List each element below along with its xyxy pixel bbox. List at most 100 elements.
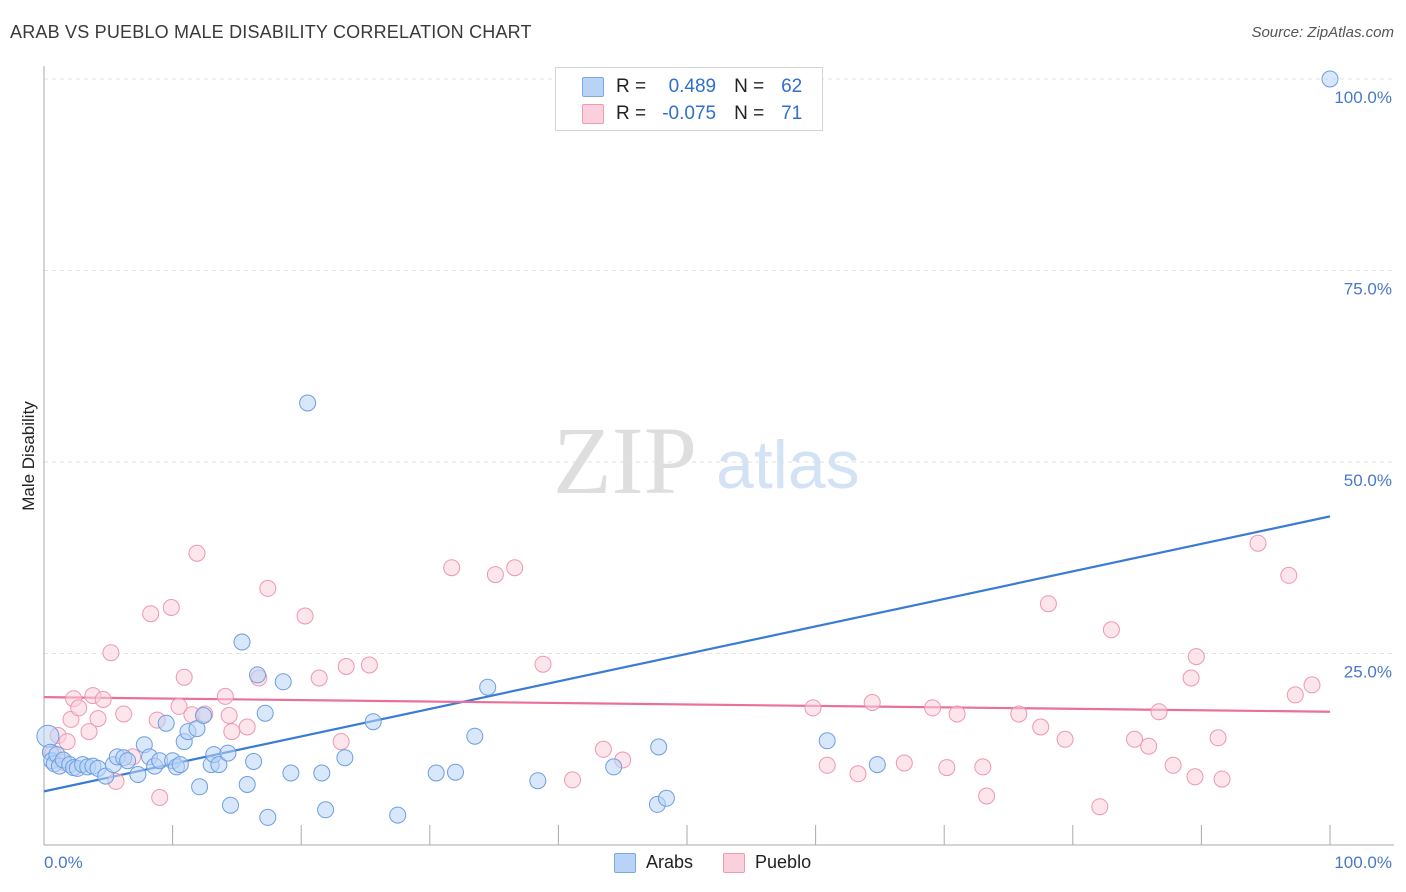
legend-n-label: N = [734,103,765,124]
data-point-arabs [818,732,836,750]
data-point-pueblo [94,691,112,708]
data-point-pueblo [170,697,188,715]
data-point-pueblo [70,699,88,717]
data-point-arabs [274,673,292,691]
data-point-arabs [256,704,274,722]
data-point-pueblo [938,759,956,777]
y-tick-label: 75.0% [1344,280,1392,299]
data-point-pueblo [310,669,328,687]
legend-label-pueblo: Pueblo [755,852,812,872]
data-point-arabs [195,707,212,724]
data-point-pueblo [1010,705,1028,723]
data-point-pueblo [259,579,277,597]
watermark-atlas: atlas [716,427,860,503]
data-point-arabs [299,394,317,412]
data-point-pueblo [1187,648,1205,666]
data-point-pueblo [1286,686,1304,704]
legend-item-pueblo: Pueblo [723,852,811,873]
legend-r-label: R = [616,103,647,124]
data-points [36,70,1339,826]
data-point-arabs [427,764,445,782]
data-point-arabs [364,713,382,731]
data-point-pueblo [238,718,256,736]
data-point-arabs [249,666,266,684]
trend-line-pueblo [43,696,1331,713]
data-point-pueblo [162,599,180,616]
data-point-pueblo [1164,756,1182,774]
data-point-arabs [657,789,675,807]
data-point-pueblo [1150,703,1168,721]
data-point-pueblo [594,740,612,758]
legend-row-arabs: R = 0.489 N = 62 [582,74,802,100]
data-point-pueblo [115,705,133,723]
data-point-arabs [479,678,497,696]
data-point-arabs [336,749,354,767]
data-point-arabs [129,766,147,783]
chart-title: ARAB VS PUEBLO MALE DISABILITY CORRELATI… [10,22,532,42]
data-point-arabs [389,806,407,824]
data-point-pueblo [506,559,524,577]
data-point-arabs [238,776,256,793]
data-point-pueblo [220,707,238,724]
data-point-arabs [36,724,60,748]
legend-r-value-pueblo: -0.075 [662,103,717,124]
legend-n-value-pueblo: 71 [781,103,803,124]
series-arabs-points [36,70,1339,826]
watermark-zip: ZIP [553,407,697,514]
series-pueblo-points [44,534,1321,816]
data-point-pueblo [443,559,461,577]
trend-line-arabs [43,515,1331,793]
data-point-pueblo [804,699,822,717]
data-point-arabs [313,764,331,782]
data-point-pueblo [337,658,355,675]
data-point-pueblo [534,655,552,673]
data-point-pueblo [863,694,881,711]
data-point-pueblo [223,723,241,741]
legend-swatch-pueblo [723,852,746,873]
data-point-pueblo [1213,770,1231,788]
data-point-pueblo [1303,676,1321,694]
data-point-pueblo [1056,730,1074,748]
data-point-pueblo [1182,669,1200,687]
data-point-pueblo [564,771,581,789]
legend-item-arabs: Arabs [614,852,693,873]
data-point-arabs [868,756,886,774]
data-point-pueblo [1091,798,1109,816]
data-point-pueblo [978,787,996,805]
data-point-pueblo [924,699,942,717]
data-point-pueblo [188,544,206,562]
data-point-pueblo [1186,768,1204,786]
data-point-arabs [259,808,277,826]
zipatlas-watermark: ZIP atlas [553,407,860,514]
y-tick-label: 100.0% [1334,88,1392,107]
data-point-pueblo [142,605,160,623]
data-point-pueblo [1126,730,1143,748]
data-point-arabs [529,772,547,790]
data-point-arabs [219,744,237,762]
data-point-arabs [222,796,239,814]
data-point-pueblo [102,644,120,662]
data-point-pueblo [1140,737,1158,755]
data-point-arabs [245,753,263,770]
series-legend: Arabs Pueblo [614,852,841,873]
data-point-arabs [191,778,209,796]
source-label: Source: ZipAtlas.com [1251,24,1394,41]
data-point-pueblo [1032,718,1050,736]
legend-swatch-arabs [582,77,604,97]
legend-r-value-arabs: 0.489 [668,76,717,97]
data-point-pueblo [974,758,992,776]
y-tick-label: 50.0% [1344,471,1392,490]
data-point-arabs [447,763,464,781]
correlation-legend: R = 0.489 N = 62 R = -0.075 N = 71 [555,67,823,131]
data-point-pueblo [486,566,504,584]
legend-row-pueblo: R = -0.075 N = 71 [582,101,802,127]
data-point-arabs [233,633,251,651]
data-point-arabs [171,756,189,774]
data-point-arabs [210,756,228,774]
data-point-pueblo [1280,566,1298,584]
y-axis-label: Male Disability [19,401,38,511]
data-point-pueblo [151,789,169,806]
axes [43,66,1394,846]
data-point-pueblo [175,668,193,686]
